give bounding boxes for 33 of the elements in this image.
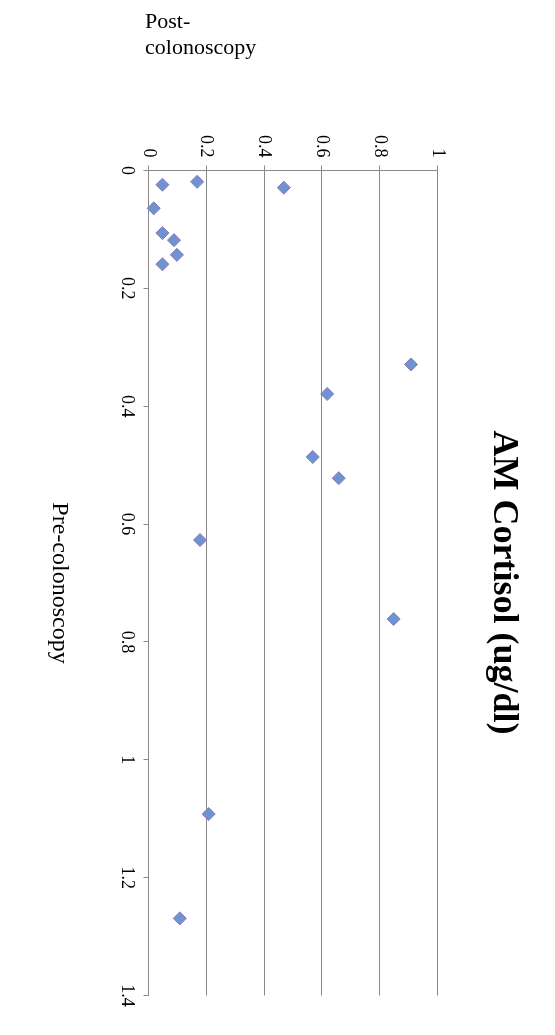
- x-tick-label: 0.8: [370, 135, 391, 158]
- x-axis-title: Post-colonoscopy: [145, 8, 258, 60]
- point: [386, 612, 401, 627]
- point: [320, 386, 335, 401]
- text: AM Cortisol (ug/dl): [486, 430, 526, 735]
- x-tick-label: 0.6: [312, 135, 333, 158]
- y-tick-label: 0.6: [117, 512, 138, 536]
- y-tick-label: 0: [117, 166, 138, 175]
- point: [276, 180, 291, 195]
- point: [403, 357, 419, 372]
- point: [169, 247, 184, 262]
- x-tick-label: 0: [139, 148, 160, 158]
- point: [155, 226, 170, 241]
- point: [155, 257, 170, 272]
- y-tick-label: 1: [117, 755, 138, 765]
- y-tick-label: 0.4: [117, 394, 138, 418]
- y-tick-label: 0.8: [117, 630, 138, 654]
- point: [166, 233, 182, 248]
- y-tick-label: 1.2: [117, 866, 138, 889]
- point: [305, 449, 320, 464]
- point: [331, 471, 346, 486]
- x-tick-label: 1: [428, 148, 449, 158]
- point: [190, 174, 205, 189]
- x-tick-label: 0.4: [255, 135, 276, 158]
- point: [201, 807, 216, 822]
- point: [146, 201, 161, 216]
- y-axis-title: Pre-colonoscopy: [47, 502, 74, 664]
- y-tick-label: 0.2: [117, 277, 138, 300]
- point: [193, 533, 208, 548]
- point: [172, 911, 187, 926]
- x-tick-label: 0.2: [197, 135, 218, 158]
- point: [155, 177, 170, 192]
- y-tick-label: 1.4: [117, 984, 138, 1007]
